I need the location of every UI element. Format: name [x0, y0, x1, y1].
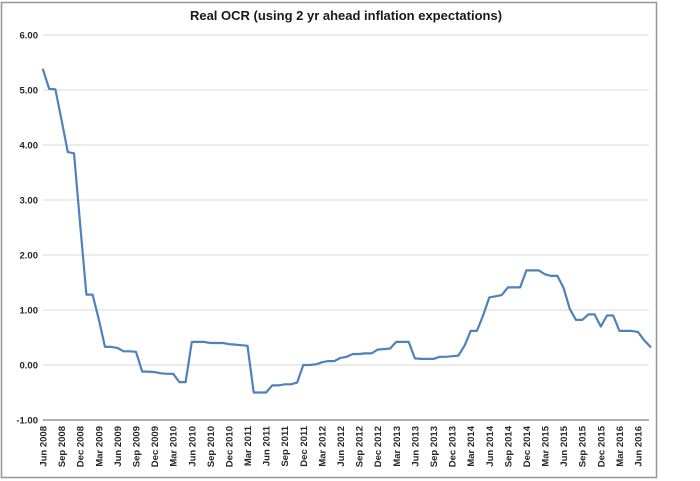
x-axis-label: Mar 2012	[317, 426, 328, 467]
x-axis-label: Dec 2011	[299, 425, 310, 466]
x-axis-label: Mar 2013	[392, 426, 403, 467]
y-axis-label: 4.00	[20, 141, 39, 152]
x-axis-label: Jun 2013	[410, 426, 421, 467]
x-axis-label: Mar 2015	[541, 425, 552, 466]
x-axis-label: Jun 2016	[634, 426, 645, 467]
x-axis-label: Sep 2014	[503, 425, 514, 467]
x-axis-label: Dec 2008	[76, 426, 87, 467]
x-axis-label: Jun 2008	[39, 426, 50, 467]
x-axis-label: Sep 2009	[131, 426, 142, 467]
x-axis-label: Mar 2016	[615, 426, 626, 467]
y-axis-label: 2.00	[20, 251, 39, 262]
x-axis-label: Jun 2015	[559, 425, 570, 466]
x-axis-label: Dec 2013	[448, 426, 459, 467]
x-axis-label: Sep 2010	[206, 426, 217, 467]
y-axis-label: 1.00	[20, 306, 39, 317]
x-axis-label: Jun 2011	[262, 425, 273, 466]
x-axis-label: Mar 2014	[466, 425, 477, 466]
x-axis-label: Jun 2009	[113, 426, 124, 467]
x-axis-label: Sep 2015	[578, 425, 589, 467]
x-axis-label: Dec 2010	[224, 426, 235, 467]
y-axis-label: -1.00	[16, 416, 38, 427]
y-axis-label: 0.00	[20, 361, 39, 372]
chart-border	[0, 1, 658, 479]
x-axis-label: Sep 2012	[355, 426, 366, 467]
y-axis-label: 5.00	[20, 86, 39, 97]
chart-title: Real OCR (using 2 yr ahead inflation exp…	[189, 8, 503, 23]
x-axis-label: Jun 2014	[485, 425, 496, 466]
y-axis-label: 6.00	[20, 31, 39, 42]
x-axis-label: Dec 2009	[150, 426, 161, 467]
x-axis-label: Mar 2010	[169, 426, 180, 467]
x-axis-label: Mar 2011	[243, 425, 254, 466]
x-axis-label: Sep 2008	[57, 426, 68, 467]
x-axis-label: Dec 2014	[522, 425, 533, 467]
x-axis-label: Sep 2013	[429, 426, 440, 467]
x-axis-label: Jun 2012	[336, 426, 347, 467]
y-axis-label: 3.00	[20, 196, 39, 207]
x-axis-label: Mar 2009	[94, 426, 105, 467]
x-axis-label: Sep 2011	[280, 425, 291, 466]
x-axis-label: Dec 2015	[596, 425, 607, 467]
x-axis-label: Dec 2012	[373, 426, 384, 467]
x-axis-label: Jun 2010	[187, 426, 198, 467]
series-line-real-ocr	[41, 68, 652, 394]
